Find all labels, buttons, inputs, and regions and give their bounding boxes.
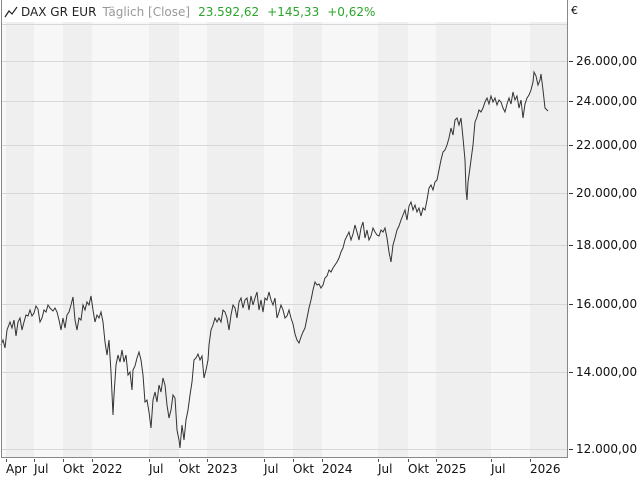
x-axis-label: Jul xyxy=(491,462,506,476)
x-axis-label: Okt xyxy=(63,462,85,476)
period-bands xyxy=(1,22,567,457)
x-axis-label: 2023 xyxy=(207,462,238,476)
y-axis-label: 26.000,00 xyxy=(576,54,638,68)
x-axis-label: Okt xyxy=(293,462,315,476)
instrument-title: DAX GR EUR xyxy=(21,5,97,19)
chart-header: DAX GR EUR Täglich [Close] 23.592,62 +14… xyxy=(4,3,383,21)
line-chart-icon xyxy=(4,6,18,18)
y-axis-label: 12.000,00 xyxy=(576,442,638,456)
y-axis-label: 22.000,00 xyxy=(576,138,638,152)
currency-label: € xyxy=(571,4,578,17)
price-change-percent: +0,62% xyxy=(327,5,376,19)
x-axis-label: 2026 xyxy=(530,462,561,476)
x-axis-label: 2025 xyxy=(436,462,467,476)
price-change: +145,33 xyxy=(267,5,320,19)
x-axis-label: Apr xyxy=(6,462,27,476)
interval-label: Täglich [Close] xyxy=(102,5,191,19)
gridlines xyxy=(1,24,567,450)
x-axis-label: 2024 xyxy=(322,462,353,476)
x-tick-marks xyxy=(6,459,531,462)
x-axis-label: Jul xyxy=(264,462,279,476)
y-tick-marks xyxy=(569,61,573,450)
x-axis-label: Okt xyxy=(179,462,201,476)
x-axis-label: Jul xyxy=(149,462,164,476)
x-axis-label: Okt xyxy=(408,462,430,476)
y-axis-label: 16.000,00 xyxy=(576,297,638,311)
y-axis-label: 18.000,00 xyxy=(576,238,638,252)
last-price: 23.592,62 xyxy=(198,5,260,19)
x-axis-label: 2022 xyxy=(92,462,123,476)
y-axis-label: 20.000,00 xyxy=(576,186,638,200)
plot-frame xyxy=(1,0,568,458)
y-axis-label: 14.000,00 xyxy=(576,365,638,379)
y-axis-label: 24.000,00 xyxy=(576,94,638,108)
x-axis-label: Jul xyxy=(378,462,393,476)
x-axis-label: Jul xyxy=(34,462,49,476)
price-line xyxy=(0,70,549,449)
